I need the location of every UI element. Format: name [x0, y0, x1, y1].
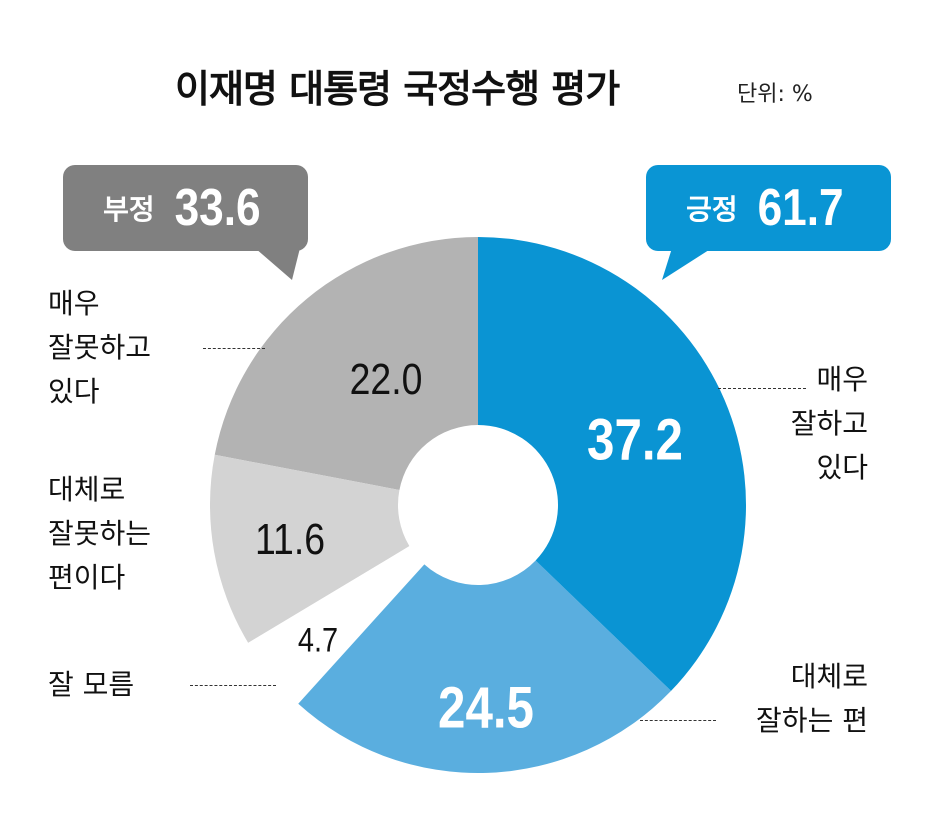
slice-somewhat-bad [209, 454, 410, 643]
value-very-good: 37.2 [587, 407, 683, 473]
negative-value: 33.6 [174, 179, 261, 237]
positive-label: 긍정 [686, 193, 738, 226]
leader-line [640, 720, 716, 721]
value-somewhat-good: 24.5 [438, 675, 534, 741]
legend-line: 있다 [48, 375, 100, 408]
value-very-bad: 22.0 [349, 355, 423, 404]
legend-line: 잘못하는 [48, 517, 152, 550]
slice-somewhat-good [298, 560, 672, 773]
positive-callout-tail [662, 248, 712, 280]
legend-line: 대체로 [48, 473, 126, 506]
chart-title: 이재명 대통령 국정수행 평가 [175, 67, 620, 111]
legend-very-good: 매우 잘하고 있다 [791, 358, 868, 490]
value-somewhat-bad: 11.6 [254, 515, 326, 564]
positive-badge: 긍정 61.7 [646, 165, 891, 251]
legend-line: 잘하고 [790, 407, 868, 440]
negative-badge: 부정 33.6 [63, 165, 308, 251]
legend-line: 잘하는 편 [756, 704, 868, 737]
legend-line: 대체로 [790, 660, 868, 693]
legend-somewhat-good: 대체로 잘하는 편 [756, 655, 868, 743]
slice-very-bad [214, 237, 478, 491]
legend-dont-know: 잘 모름 [48, 663, 134, 707]
value-dont-know: 4.7 [297, 621, 339, 660]
unit-label: 단위: % [737, 82, 813, 107]
legend-line: 매우 [48, 287, 100, 320]
leader-line [203, 348, 265, 349]
legend-line: 매우 [816, 363, 868, 396]
negative-label: 부정 [103, 193, 155, 226]
legend-line: 잘못하고 [48, 331, 152, 364]
legend-very-bad: 매우 잘못하고 있다 [48, 282, 151, 414]
legend-line: 편이다 [48, 561, 126, 594]
positive-value: 61.7 [757, 179, 844, 237]
legend-line: 잘 모름 [48, 668, 135, 701]
legend-line: 있다 [816, 451, 868, 484]
negative-callout-tail [255, 248, 300, 280]
slice-very-good [478, 237, 746, 691]
leader-line [718, 388, 806, 389]
slice-dont-know [248, 546, 425, 704]
leader-line [190, 685, 276, 686]
legend-somewhat-bad: 대체로 잘못하는 편이다 [48, 468, 151, 600]
